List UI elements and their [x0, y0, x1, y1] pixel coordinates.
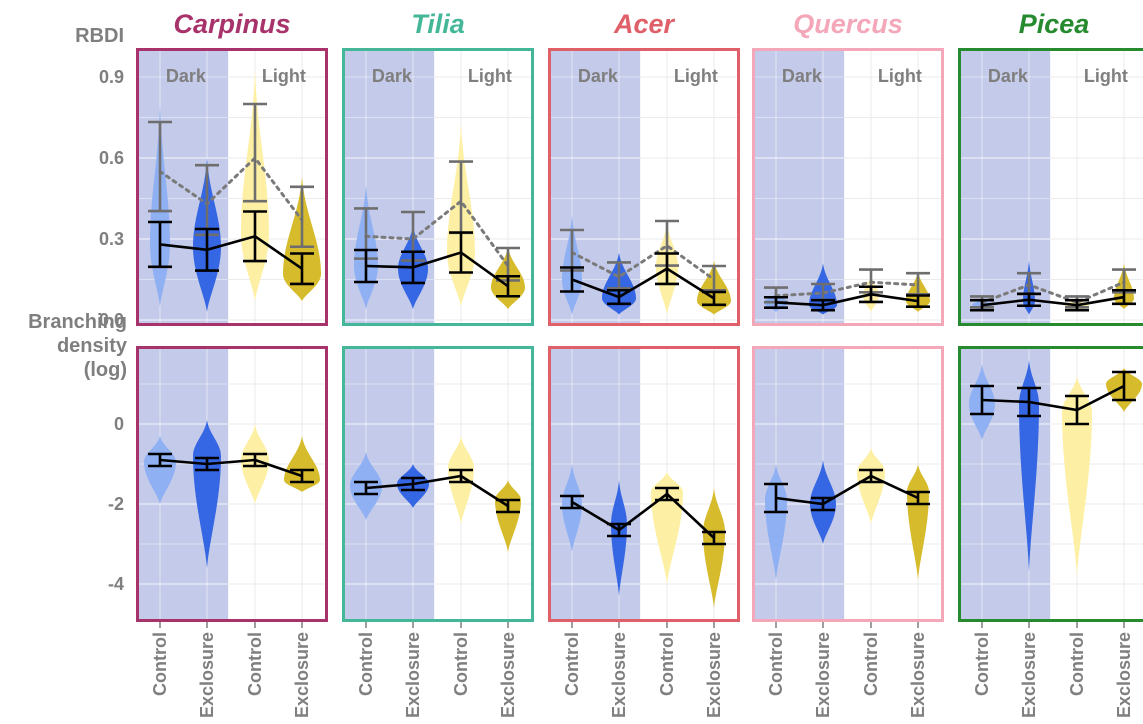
x-tick-label: Control	[451, 632, 471, 696]
violin	[1019, 360, 1039, 572]
dark-shade	[958, 48, 1051, 326]
panel-border	[136, 48, 328, 326]
dotted-series-line	[158, 155, 304, 222]
x-tick-label: Exclosure	[704, 632, 724, 718]
x-tick-label: Control	[562, 632, 582, 696]
x-tick-label: Exclosure	[1114, 632, 1134, 718]
panel-border	[958, 346, 1143, 622]
branching-axis-title-line: density	[57, 335, 128, 357]
x-tick-label: Exclosure	[498, 632, 518, 718]
mean-series-line	[571, 267, 715, 300]
x-tick-label: Control	[150, 632, 170, 696]
branching-panel-carpinus	[136, 346, 328, 622]
panel-border	[752, 346, 944, 622]
light-label: Light	[468, 66, 512, 86]
violin	[284, 436, 320, 492]
branching-panel-tilia	[342, 346, 534, 622]
panel-border	[342, 48, 534, 326]
panels: Dark Light Dark Light Dark Light Dark Light Dark…	[136, 48, 1143, 622]
dark-shade	[548, 346, 641, 622]
dark-label: Dark	[782, 66, 823, 86]
species-titles: Carpinus Tilia Acer Quercus Picea	[173, 9, 1089, 39]
mean-series-line	[571, 492, 715, 539]
x-tick-label: Control	[766, 632, 786, 696]
mean-series-line	[159, 234, 303, 270]
dark-label: Dark	[166, 66, 207, 86]
rbdi-tick-label: 0.0	[99, 310, 124, 330]
species-title-tilia: Tilia	[411, 9, 465, 39]
rbdi-panel-quercus: Dark Light	[752, 48, 944, 326]
mean-series-line	[365, 251, 509, 288]
branching-panel-quercus	[752, 346, 944, 622]
panel-border	[548, 48, 740, 326]
mean-series-line	[775, 293, 919, 307]
rbdi-axis-title: RBDI	[75, 25, 124, 47]
dotted-series-line	[570, 243, 716, 281]
rbdi-panel-tilia: Dark Light	[342, 48, 534, 326]
mean-series-line	[981, 295, 1125, 307]
x-tick-label: Exclosure	[403, 632, 423, 718]
rbdi-tick-label: 0.3	[99, 229, 124, 249]
branching-tick-label: -2	[108, 494, 124, 514]
dotted-series-line	[980, 280, 1126, 305]
light-label: Light	[262, 66, 306, 86]
x-tick-label: Control	[245, 632, 265, 696]
mean-series-line	[159, 458, 303, 478]
panel-border	[342, 346, 534, 622]
branching-panel-picea	[958, 346, 1143, 622]
violin	[703, 488, 725, 608]
x-tick-label: Exclosure	[292, 632, 312, 718]
panel-border	[752, 48, 944, 326]
x-tick-label: Control	[861, 632, 881, 696]
species-title-picea: Picea	[1019, 9, 1090, 39]
x-tick-label: Control	[657, 632, 677, 696]
branching-tick-label: -4	[108, 574, 124, 594]
branching-axis-title-line: (log)	[84, 359, 127, 381]
dotted-series-line	[364, 199, 510, 268]
rbdi-panel-picea: Dark Light	[958, 48, 1143, 326]
violin	[611, 480, 627, 596]
panel-border	[136, 346, 328, 622]
dotted-series-line	[774, 280, 920, 298]
x-tick-label: Exclosure	[1019, 632, 1039, 718]
rbdi-panel-carpinus: Dark Light	[136, 48, 328, 326]
x-tick-label: Control	[972, 632, 992, 696]
violin	[1062, 376, 1092, 576]
x-tick-label: Exclosure	[197, 632, 217, 718]
rbdi-tick-label: 0.6	[99, 148, 124, 168]
species-title-quercus: Quercus	[793, 9, 903, 39]
x-tick-label: Exclosure	[908, 632, 928, 718]
species-title-acer: Acer	[613, 9, 676, 39]
rbdi-tick-label: 0.9	[99, 67, 124, 87]
rbdi-panel-acer: Dark Light	[548, 48, 740, 326]
branching-axis-title-line: Branching	[28, 311, 127, 333]
panel-border	[958, 48, 1143, 326]
dark-label: Dark	[578, 66, 619, 86]
species-title-carpinus: Carpinus	[173, 9, 290, 39]
dark-label: Dark	[988, 66, 1029, 86]
x-tick-label: Exclosure	[609, 632, 629, 718]
light-label: Light	[878, 66, 922, 86]
panel-border	[548, 346, 740, 622]
violin	[765, 464, 787, 580]
mean-series-line	[775, 474, 919, 506]
x-axis-labels: Control Exclosure Control Exclosure Control E…	[150, 622, 1134, 718]
violin	[495, 480, 521, 552]
violin	[857, 448, 885, 524]
x-tick-label: Control	[1067, 632, 1087, 696]
dark-label: Dark	[372, 66, 413, 86]
light-label: Light	[1084, 66, 1128, 86]
x-tick-label: Control	[356, 632, 376, 696]
mean-series-line	[981, 384, 1125, 412]
mean-series-line	[365, 474, 509, 508]
x-tick-label: Exclosure	[813, 632, 833, 718]
branching-panel-acer	[548, 346, 740, 622]
branching-tick-label: 0	[114, 414, 124, 434]
light-label: Light	[674, 66, 718, 86]
